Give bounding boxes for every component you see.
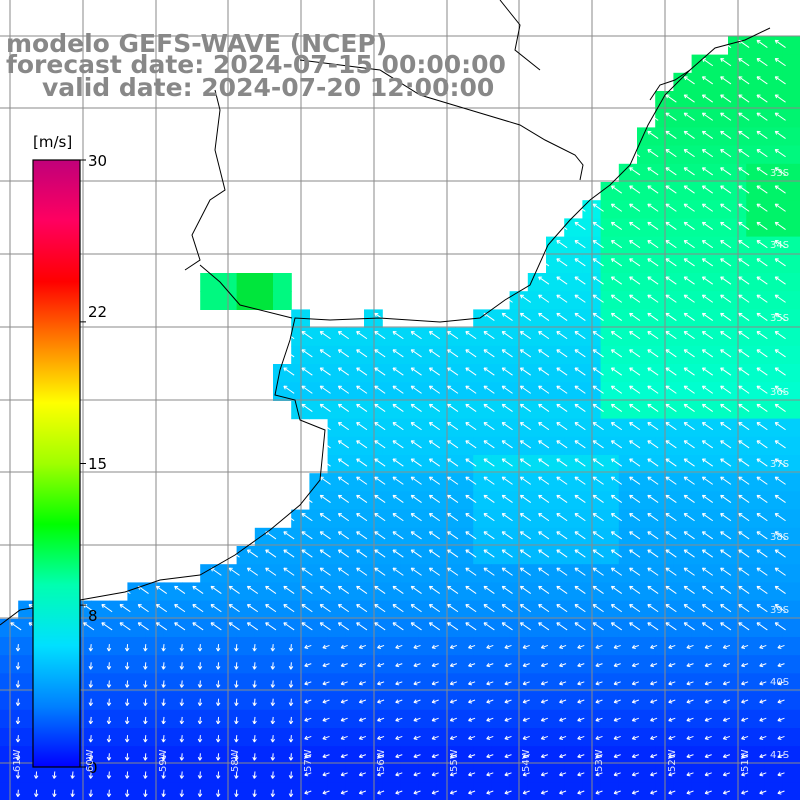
lon-label-54w: 54W [521, 749, 532, 772]
lat-label-38s: 38S [770, 532, 790, 543]
lon-label-57w: 57W [303, 749, 314, 772]
lon-label-55w: 55W [449, 749, 460, 772]
colorbar-tick-30: 30 [88, 152, 108, 170]
lon-label-61w: 61W [12, 749, 23, 772]
lat-label-41s: 41S [770, 750, 790, 761]
forecast-date: forecast date: 2024-07-15 00:00:00 [6, 50, 506, 79]
lat-label-37s: 37S [770, 459, 790, 470]
model-title: modelo GEFS-WAVE (NCEP) [6, 29, 388, 58]
lat-label-34s: 34S [770, 240, 790, 251]
wind-speed-field [0, 36, 800, 800]
valid-date: valid date: 2024-07-20 12:00:00 [42, 73, 495, 102]
colorbar-tick-22: 22 [88, 303, 108, 321]
lat-label-33s: 33S [770, 168, 790, 179]
lon-label-52w: 52W [667, 749, 678, 772]
lon-label-53w: 53W [594, 749, 605, 772]
lat-label-36s: 36S [770, 387, 790, 398]
lat-label-35s: 35S [770, 313, 790, 324]
coastline [0, 0, 771, 626]
lat-label-40s: 40S [770, 677, 790, 688]
colorbar-tick-0: 0 [88, 759, 98, 777]
lon-label-51w: 51W [740, 749, 751, 772]
colorbar-tick-8: 8 [88, 607, 98, 625]
lat-label-39s: 39S [770, 605, 790, 616]
lon-label-58w: 58W [230, 749, 241, 772]
colorbar-tick-15: 15 [88, 455, 108, 473]
lon-label-60w: 60W [85, 749, 96, 772]
lon-label-59w: 59W [158, 749, 169, 772]
lon-label-56w: 56W [376, 749, 387, 772]
colorbar-unit: [m/s] [33, 133, 73, 151]
colorbar [32, 159, 86, 768]
